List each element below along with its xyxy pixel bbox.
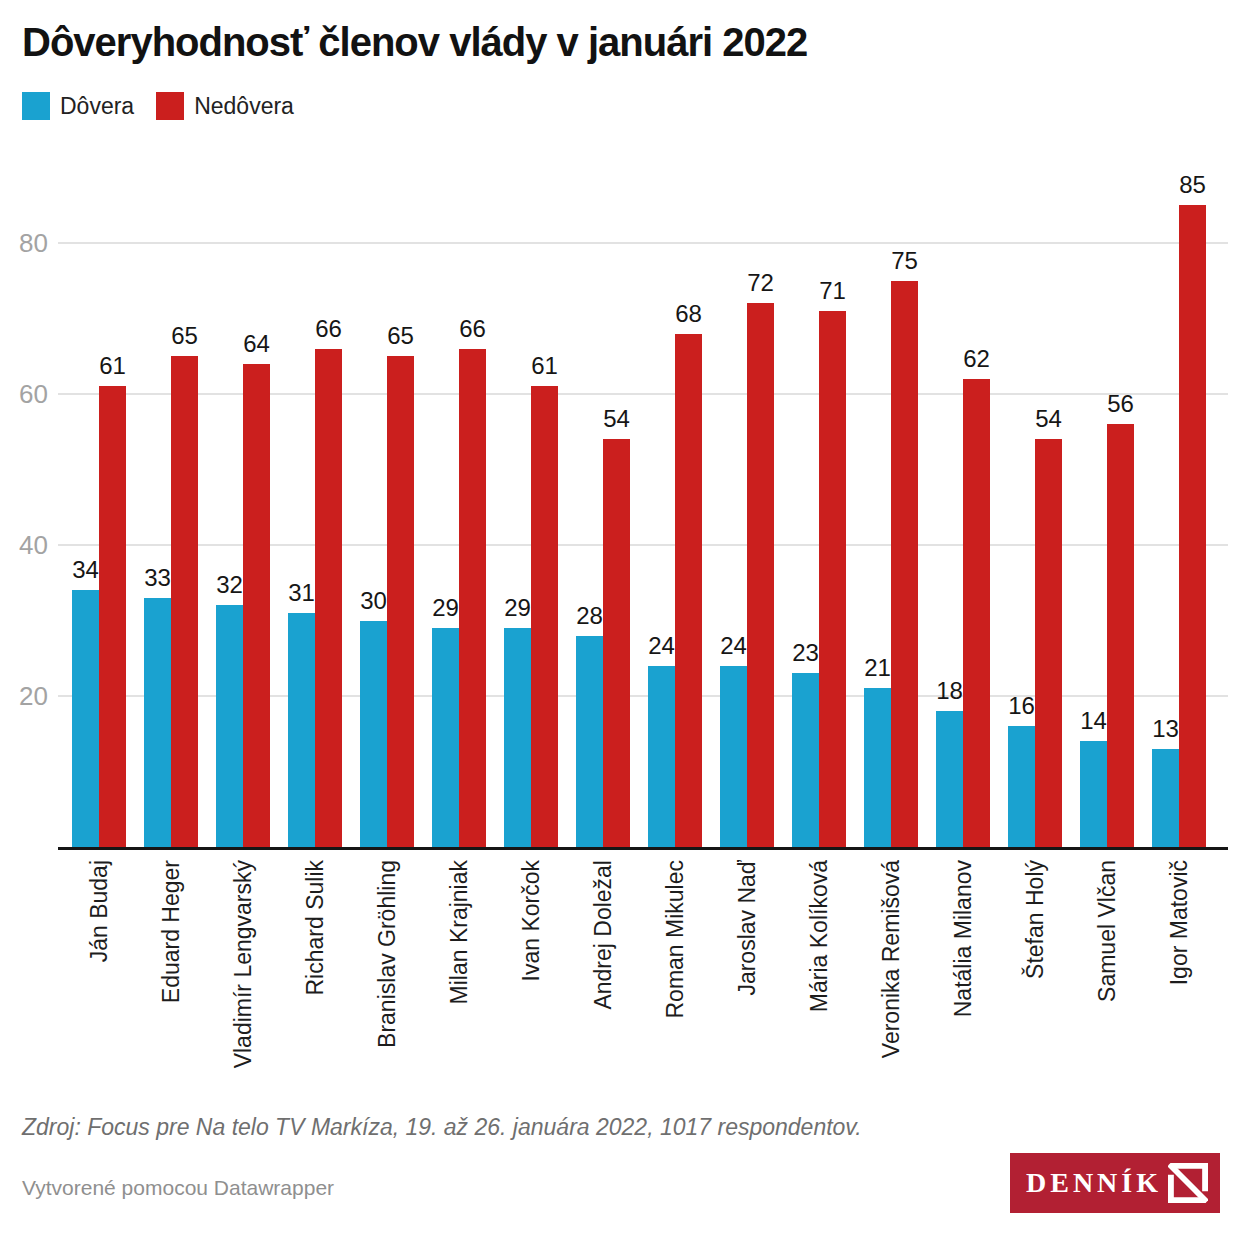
bar-nedovera-7 xyxy=(531,386,558,847)
value-label-nedovera-6: 66 xyxy=(443,316,503,342)
bar-nedovera-1 xyxy=(99,386,126,847)
bar-dovera-11 xyxy=(792,673,819,847)
value-label-nedovera-11: 71 xyxy=(803,278,863,304)
legend-swatch-nedovera-icon xyxy=(156,92,184,120)
x-axis-label-9: Roman Mikulec xyxy=(662,860,688,1120)
bar-dovera-13 xyxy=(936,711,963,847)
bar-nedovera-13 xyxy=(963,379,990,847)
bar-nedovera-12 xyxy=(891,281,918,847)
legend-item-dovera: Dôvera xyxy=(22,92,134,120)
value-label-nedovera-8: 54 xyxy=(587,406,647,432)
bar-nedovera-11 xyxy=(819,311,846,847)
x-axis-label-4: Richard Sulik xyxy=(302,860,328,1120)
x-axis-label-11: Mária Kolíková xyxy=(806,860,832,1120)
bar-nedovera-15 xyxy=(1107,424,1134,847)
y-tick-60: 60 xyxy=(2,380,48,408)
bar-dovera-1 xyxy=(72,590,99,847)
x-axis-label-6: Milan Krajniak xyxy=(446,860,472,1120)
value-label-nedovera-14: 54 xyxy=(1019,406,1079,432)
x-axis-label-16: Igor Matovič xyxy=(1166,860,1192,1120)
x-axis-label-10: Jaroslav Naď xyxy=(734,860,760,1120)
value-label-nedovera-2: 65 xyxy=(155,323,215,349)
y-tick-80: 80 xyxy=(2,229,48,257)
bar-dovera-4 xyxy=(288,613,315,847)
x-axis-label-2: Eduard Heger xyxy=(158,860,184,1120)
bar-nedovera-8 xyxy=(603,439,630,847)
bar-dovera-6 xyxy=(432,628,459,847)
bar-nedovera-3 xyxy=(243,364,270,847)
x-axis-label-7: Ivan Korčok xyxy=(518,860,544,1120)
value-label-nedovera-10: 72 xyxy=(731,270,791,296)
x-axis-label-14: Štefan Holý xyxy=(1022,860,1048,1120)
legend-label-dovera: Dôvera xyxy=(60,93,134,120)
value-label-nedovera-5: 65 xyxy=(371,323,431,349)
bar-nedovera-5 xyxy=(387,356,414,847)
bar-nedovera-10 xyxy=(747,303,774,847)
bar-dovera-16 xyxy=(1152,749,1179,847)
x-axis-label-5: Branislav Gröhling xyxy=(374,860,400,1120)
x-axis-line xyxy=(58,847,1228,850)
y-tick-40: 40 xyxy=(2,531,48,559)
bar-dovera-7 xyxy=(504,628,531,847)
bar-dovera-14 xyxy=(1008,726,1035,847)
logo-n-icon xyxy=(1168,1163,1208,1203)
bar-nedovera-9 xyxy=(675,334,702,847)
x-axis-label-15: Samuel Vlčan xyxy=(1094,860,1120,1120)
value-label-nedovera-7: 61 xyxy=(515,353,575,379)
bar-dovera-12 xyxy=(864,688,891,847)
x-axis-label-12: Veronika Remišová xyxy=(878,860,904,1120)
x-axis-label-13: Natália Milanov xyxy=(950,860,976,1120)
bar-dovera-5 xyxy=(360,621,387,848)
bar-dovera-3 xyxy=(216,605,243,847)
dennik-n-logo: DENNÍK xyxy=(1010,1153,1220,1213)
bar-nedovera-2 xyxy=(171,356,198,847)
legend-swatch-dovera-icon xyxy=(22,92,50,120)
logo-wordmark: DENNÍK xyxy=(1026,1167,1162,1199)
bar-chart: 20406080 3461336532643166306529662961285… xyxy=(58,160,1228,847)
value-label-nedovera-9: 68 xyxy=(659,301,719,327)
value-label-nedovera-16: 85 xyxy=(1163,172,1223,198)
bar-nedovera-16 xyxy=(1179,205,1206,847)
value-label-nedovera-15: 56 xyxy=(1091,391,1151,417)
legend-item-nedovera: Nedôvera xyxy=(156,92,294,120)
y-tick-20: 20 xyxy=(2,682,48,710)
source-note: Zdroj: Focus pre Na telo TV Markíza, 19.… xyxy=(22,1114,982,1141)
legend-label-nedovera: Nedôvera xyxy=(194,93,294,120)
datawrapper-credit: Vytvorené pomocou Datawrapper xyxy=(22,1176,334,1200)
gridline-60 xyxy=(58,393,1228,395)
chart-title: Dôveryhodnosť členov vlády v januári 202… xyxy=(22,20,1122,65)
value-label-nedovera-3: 64 xyxy=(227,331,287,357)
bar-nedovera-4 xyxy=(315,349,342,847)
chart-page: Dôveryhodnosť členov vlády v januári 202… xyxy=(0,0,1240,1240)
gridline-80 xyxy=(58,242,1228,244)
value-label-nedovera-4: 66 xyxy=(299,316,359,342)
x-axis-label-3: Vladimír Lengvarský xyxy=(230,860,256,1120)
value-label-nedovera-12: 75 xyxy=(875,248,935,274)
bar-nedovera-6 xyxy=(459,349,486,847)
bar-dovera-9 xyxy=(648,666,675,847)
x-axis-label-1: Ján Budaj xyxy=(86,860,112,1120)
bar-dovera-2 xyxy=(144,598,171,847)
bar-dovera-10 xyxy=(720,666,747,847)
legend: Dôvera Nedôvera xyxy=(22,92,294,120)
bar-dovera-15 xyxy=(1080,741,1107,847)
value-label-nedovera-13: 62 xyxy=(947,346,1007,372)
x-axis-label-8: Andrej Doležal xyxy=(590,860,616,1120)
value-label-nedovera-1: 61 xyxy=(83,353,143,379)
bar-dovera-8 xyxy=(576,636,603,847)
bar-nedovera-14 xyxy=(1035,439,1062,847)
